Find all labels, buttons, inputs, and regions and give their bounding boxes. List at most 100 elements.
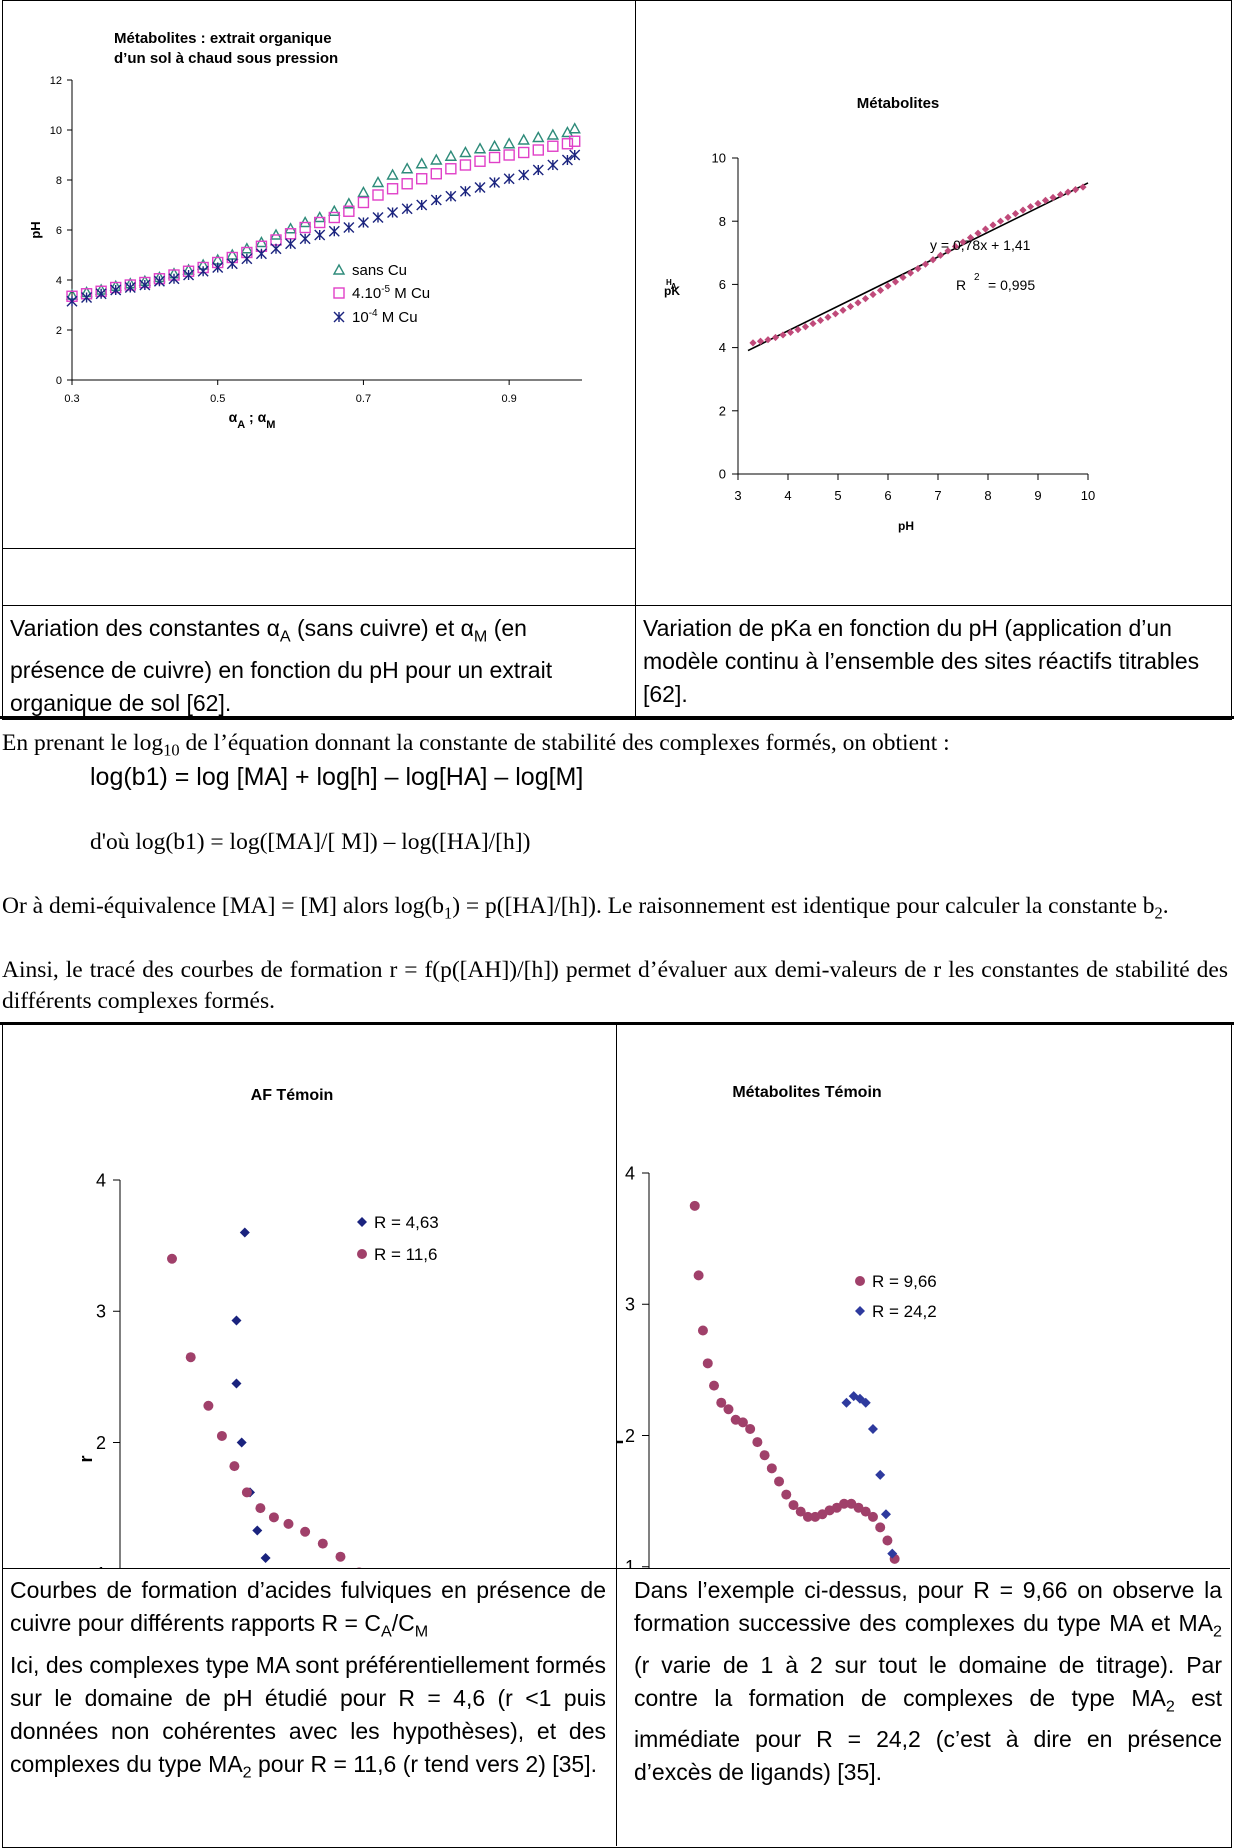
legend-label: R = 9,66 — [872, 1272, 937, 1291]
data-point — [216, 1430, 227, 1441]
top-table-divider-vertical — [635, 0, 636, 718]
data-point — [989, 221, 997, 229]
data-point — [459, 159, 472, 171]
data-point — [416, 173, 428, 185]
caption-top-right: Variation de pKa en fonction du pH (appl… — [643, 615, 1200, 707]
chart-metabolites-temoin: 01234-6-4-20Métabolites Témoinp([AH]/h)r… — [617, 1084, 937, 1568]
data-point — [445, 163, 457, 175]
top-caption-rule — [2, 605, 1231, 606]
data-point — [183, 269, 195, 281]
paragraph-ainsi: Ainsi, le tracé des courbes de formation… — [2, 957, 1228, 1014]
data-point — [764, 336, 772, 344]
y-axis-label: r — [76, 1455, 96, 1462]
y-tick-label: 8 — [719, 214, 726, 229]
paragraph-demi-equivalence: Or à demi-équivalence [MA] = [M] alors l… — [2, 893, 1169, 923]
top-left-chart-bottom-rule — [2, 548, 636, 549]
caption-bottom-right: Dans l’exemple ci-dessus, pour R = 9,66 … — [634, 1577, 1222, 1786]
data-point — [880, 1509, 891, 1520]
y-tick-label: 4 — [719, 340, 726, 355]
chart-af-temoin: 01234-3,5-2,5-1,5-0,5AF Témoinp([AH]/h)r… — [76, 1087, 439, 1568]
data-point — [185, 1352, 196, 1363]
data-point — [794, 325, 802, 334]
data-point — [401, 178, 413, 190]
data-point — [430, 168, 442, 180]
data-point — [966, 234, 975, 242]
data-point — [226, 258, 238, 270]
data-point — [693, 1270, 704, 1281]
data-point — [415, 157, 428, 169]
x-tick-label: 7 — [934, 488, 941, 503]
equation-log-b1: log(b1) = log [MA] + log[h] – log[HA] – … — [90, 763, 584, 791]
data-point — [343, 222, 355, 233]
legend-label: R = 24,2 — [872, 1302, 937, 1321]
top-table — [2, 0, 1232, 720]
data-point — [756, 337, 765, 345]
chart-metabolites-alpha: 0 2 4 6 8 10 12 0.3 0.5 0.7 0.9 Métabolites : extra… — [28, 30, 582, 431]
y-tick-label: 0 — [719, 467, 726, 482]
data-point — [283, 1518, 294, 1529]
data-point — [401, 203, 413, 215]
data-point — [335, 1551, 346, 1562]
x-tick-label: 0.3 — [64, 393, 79, 405]
data-point — [882, 1535, 893, 1546]
y-tick-label: 4 — [625, 1163, 635, 1183]
chart-metabolites-pk: 0 2 4 6 8 10 3 4 5 6 7 8 9 10 Métabolites pH pKHA y = 0,7… — [664, 95, 1095, 533]
data-point — [884, 282, 892, 290]
data-point — [503, 149, 515, 161]
data-point — [255, 236, 268, 248]
data-point — [203, 1400, 214, 1411]
chart-title: Métabolites Témoin — [732, 1084, 881, 1101]
data-point — [300, 1526, 311, 1537]
data-point — [270, 243, 282, 255]
data-point — [532, 164, 544, 176]
x-tick-label: 3 — [734, 488, 741, 503]
data-point — [846, 302, 855, 311]
data-point — [357, 217, 369, 228]
data-point — [824, 313, 832, 321]
data-point — [518, 146, 530, 159]
data-point — [569, 135, 581, 147]
y-tick-label: 2 — [625, 1426, 635, 1446]
y-tick-label: 4 — [56, 275, 62, 287]
data-point — [342, 197, 356, 209]
y-tick-label: 2 — [56, 325, 62, 337]
data-point — [317, 1538, 328, 1549]
y-axis-label: r — [617, 1437, 627, 1444]
data-point — [226, 248, 239, 260]
x-tick-label: 9 — [1034, 488, 1041, 503]
data-point — [774, 1476, 785, 1487]
data-point — [697, 1325, 708, 1336]
data-point — [236, 1437, 247, 1448]
legend-label: R = 11,6 — [374, 1245, 437, 1264]
y-tick-label: 10 — [712, 151, 726, 166]
data-point — [532, 144, 544, 156]
y-tick-label: 3 — [96, 1302, 106, 1322]
bottom-caption-rule — [2, 1568, 1230, 1569]
data-point — [867, 1423, 878, 1434]
r-squared-exponent: 2 — [974, 272, 980, 283]
legend-marker — [357, 1217, 367, 1227]
data-point — [229, 1461, 240, 1472]
data-point — [459, 185, 471, 197]
data-point — [569, 149, 581, 161]
data-point — [153, 275, 165, 287]
data-point — [240, 242, 254, 254]
data-point — [268, 1512, 279, 1523]
data-point — [372, 189, 384, 201]
data-point — [95, 288, 107, 300]
data-point — [899, 273, 907, 282]
y-axis-label: pH — [28, 221, 43, 238]
data-point — [343, 205, 355, 217]
y-tick-label: 0 — [56, 375, 62, 387]
data-point — [81, 292, 93, 303]
y-tick-label: 2 — [96, 1433, 106, 1453]
data-point — [1019, 206, 1027, 214]
legend-marker — [333, 287, 345, 299]
data-point — [502, 137, 516, 149]
data-point — [914, 265, 922, 273]
data-point — [996, 217, 1005, 225]
y-tick-label: 6 — [719, 277, 726, 292]
y-tick-label: 1 — [625, 1557, 635, 1568]
data-point — [328, 225, 340, 237]
legend-marker — [332, 263, 346, 275]
